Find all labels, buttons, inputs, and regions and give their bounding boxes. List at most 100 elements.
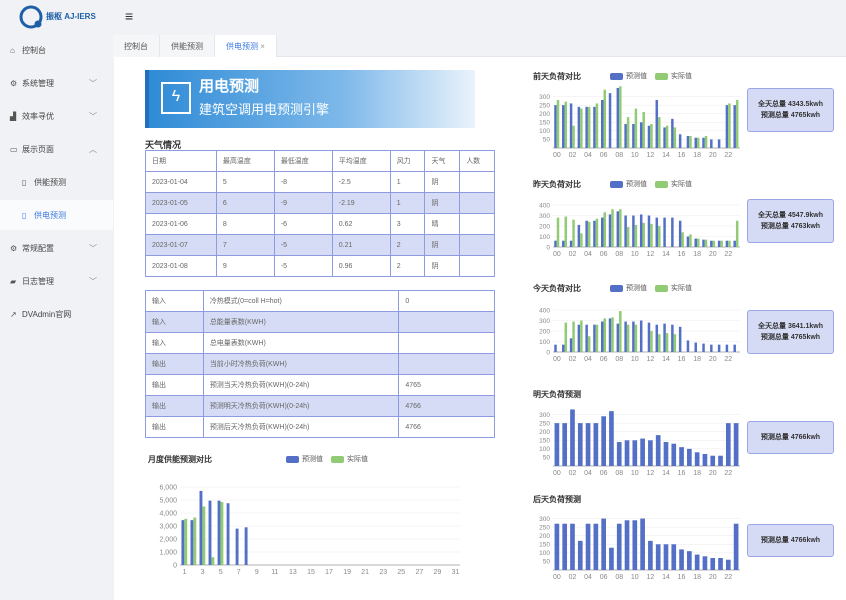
table-cell: 6	[215, 192, 275, 214]
chevron-down-icon: ﹀	[89, 111, 97, 121]
chart-legend: 预测值 实际值	[602, 71, 692, 81]
header-cell: 天气	[424, 150, 461, 172]
tab-label: 供电预测	[226, 41, 258, 51]
legend-label: 实际值	[347, 456, 368, 463]
table-cell	[459, 234, 495, 256]
legend-swatch-actual[interactable]	[655, 72, 668, 80]
chevron-down-icon: ﹀	[89, 276, 97, 286]
table-row: 输出 预测明天冷热负荷(KWH)(0-24h) 4766	[145, 395, 495, 417]
sidebar-item[interactable]: ↗ DVAdmin官网	[0, 299, 113, 329]
sidebar-item[interactable]: ▰ 日志管理 ﹀	[0, 266, 113, 296]
sidebar-item[interactable]: ▟ 效率寻优 ﹀	[0, 101, 113, 131]
sidebar-item-label: 展示页面	[22, 144, 54, 154]
sidebar-item-label: 效率寻优	[22, 111, 54, 121]
table-cell: 0	[398, 290, 495, 312]
tab-dashboard[interactable]: 控制台	[113, 35, 160, 57]
legend-swatch-actual[interactable]	[655, 180, 668, 188]
table-cell: 输出	[145, 395, 204, 417]
summary-line: 预测总量 4763kwh	[760, 223, 821, 230]
summary-box: 全天总量 4343.5kwh 预测总量 4765kwh	[747, 88, 834, 132]
sidebar: 振枢 AJ-IERS ⌂ 控制台 ⚙ 系统管理 ﹀ ▟ 效率寻优 ﹀ ▭ 展示页面 ︿ ▯ 供能预测 ▯ 供…	[0, 0, 113, 600]
summary-line: 全天总量 3641.1kwh	[758, 323, 823, 330]
legend-swatch-actual[interactable]	[331, 455, 344, 463]
header-cell: 人数	[459, 150, 495, 172]
legend-swatch-predicted[interactable]	[286, 455, 299, 463]
summary-line: 预测总量 4765kwh	[760, 334, 821, 341]
table-row: 输出 当前小时冷热负荷(KWH)	[145, 353, 495, 375]
chevron-up-icon: ︿	[89, 144, 97, 154]
summary-box: 全天总量 3641.1kwh 预测总量 4765kwh	[747, 310, 834, 354]
table-row: 2023-01-06 8 -6 0.62 3 晴	[145, 213, 495, 235]
table-cell: 0.62	[331, 213, 391, 235]
table-cell: 输出	[145, 353, 204, 375]
table-cell: 0.21	[331, 234, 391, 256]
legend-label: 实际值	[671, 285, 692, 292]
tab-energy-forecast[interactable]: 供能预测	[160, 35, 215, 57]
table-cell: 输入	[145, 332, 204, 354]
legend-label: 预测值	[626, 285, 647, 292]
table-cell: -2.19	[331, 192, 391, 214]
tab-power-forecast[interactable]: 供电预测 ×	[215, 35, 277, 57]
table-cell: 总能量表数(KWH)	[202, 311, 400, 333]
table-cell: -6	[273, 213, 333, 235]
summary-line: 全天总量 4343.5kwh	[758, 101, 823, 108]
table-row: 2023-01-04 5 -8 -2.5 1 阴	[145, 171, 495, 193]
table-cell: 4766	[398, 416, 495, 438]
legend-label: 预测值	[626, 73, 647, 80]
table-cell: 输出	[145, 416, 204, 438]
table-cell	[459, 171, 495, 193]
legend-swatch-predicted[interactable]	[610, 72, 623, 80]
tomorrow-chart-title: 明天负荷预测	[533, 390, 581, 399]
sidebar-item[interactable]: ⌂ 控制台	[0, 35, 113, 65]
table-cell: -9	[273, 192, 333, 214]
sidebar-item[interactable]: ▯ 供电预测	[0, 200, 113, 230]
table-cell: 9	[215, 255, 275, 277]
weather-table: 日期 最高温度 最低温度 平均温度 风力 天气 人数 2023-01-04 5 -8 -2.5 1 阴 2…	[145, 150, 495, 277]
lightning-icon: ϟ	[161, 82, 191, 114]
logo: 振枢 AJ-IERS	[18, 4, 118, 30]
table-cell: 阴	[424, 171, 461, 193]
legend-label: 预测值	[302, 456, 323, 463]
after-tomorrow-chart-title: 后天负荷预测	[533, 495, 581, 504]
tab-bar: 控制台 供能预测 供电预测 ×	[113, 35, 846, 57]
sidebar-item[interactable]: ▯ 供能预测	[0, 167, 113, 197]
table-cell: -8	[273, 171, 333, 193]
table-cell: 7	[215, 234, 275, 256]
yesterday-chart-title: 昨天负荷对比	[533, 180, 581, 189]
table-cell	[459, 192, 495, 214]
summary-box: 预测总量 4766kwh	[747, 524, 834, 557]
legend-swatch-predicted[interactable]	[610, 180, 623, 188]
sidebar-item[interactable]: ⚙ 系统管理 ﹀	[0, 68, 113, 98]
table-row: 输出 预测后天冷热负荷(KWH)(0-24h) 4766	[145, 416, 495, 438]
header-cell: 日期	[145, 150, 217, 172]
table-cell: 2023-01-07	[145, 234, 217, 256]
legend-swatch-predicted[interactable]	[610, 284, 623, 292]
menu-toggle-icon[interactable]: ≡	[125, 8, 134, 24]
header-cell: 风力	[389, 150, 426, 172]
legend-swatch-actual[interactable]	[655, 284, 668, 292]
sidebar-item[interactable]: ⚙ 常规配置 ﹀	[0, 233, 113, 263]
table-cell	[398, 332, 495, 354]
home-icon: ⌂	[10, 45, 15, 55]
table-row: 输出 预测当天冷热负荷(KWH)(0-24h) 4765	[145, 374, 495, 396]
header: ≡	[113, 0, 846, 34]
table-cell	[398, 353, 495, 375]
summary-line: 预测总量 4765kwh	[760, 112, 821, 119]
summary-line: 预测总量 4766kwh	[760, 434, 821, 441]
table-row: 输入 总电量表数(KWH)	[145, 332, 495, 354]
sidebar-item-label: 供能预测	[34, 177, 66, 187]
today-chart-title: 今天负荷对比	[533, 284, 581, 293]
table-cell: 1	[389, 192, 426, 214]
sidebar-item[interactable]: ▭ 展示页面 ︿	[0, 134, 113, 164]
sidebar-item-label: 系统管理	[22, 78, 54, 88]
table-cell: 预测明天冷热负荷(KWH)(0-24h)	[202, 395, 400, 417]
close-icon[interactable]: ×	[260, 41, 265, 51]
table-cell: 2023-01-05	[145, 192, 217, 214]
table-cell	[398, 311, 495, 333]
table-cell: 输入	[145, 290, 204, 312]
banner-title: 用电预测	[199, 78, 260, 95]
legend-label: 实际值	[671, 73, 692, 80]
table-cell: 8	[215, 213, 275, 235]
table-cell: 预测当天冷热负荷(KWH)(0-24h)	[202, 374, 400, 396]
table-row: 2023-01-07 7 -5 0.21 2 阴	[145, 234, 495, 256]
